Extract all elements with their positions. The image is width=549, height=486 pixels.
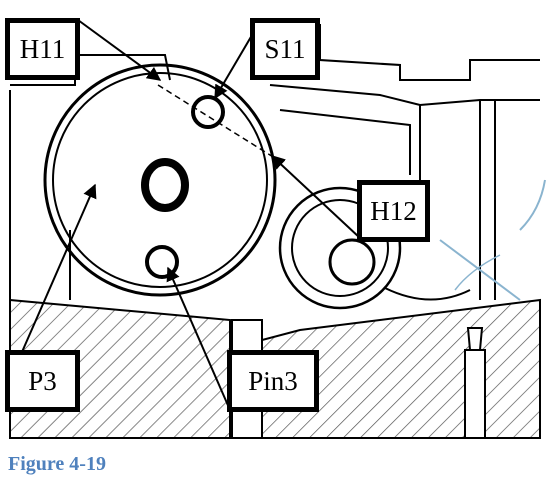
callout-pin3: Pin3: [227, 350, 319, 412]
figure-caption: Figure 4-19: [8, 453, 106, 475]
plate-p3: [43, 63, 279, 297]
callout-h11: H11: [5, 18, 80, 80]
callout-p3: P3: [5, 350, 80, 412]
roller-assembly: [278, 179, 546, 310]
pin-shaft: [464, 327, 486, 439]
callout-h12: H12: [357, 180, 430, 242]
leader-lines: [21, 19, 361, 411]
callout-s11: S11: [250, 18, 320, 80]
